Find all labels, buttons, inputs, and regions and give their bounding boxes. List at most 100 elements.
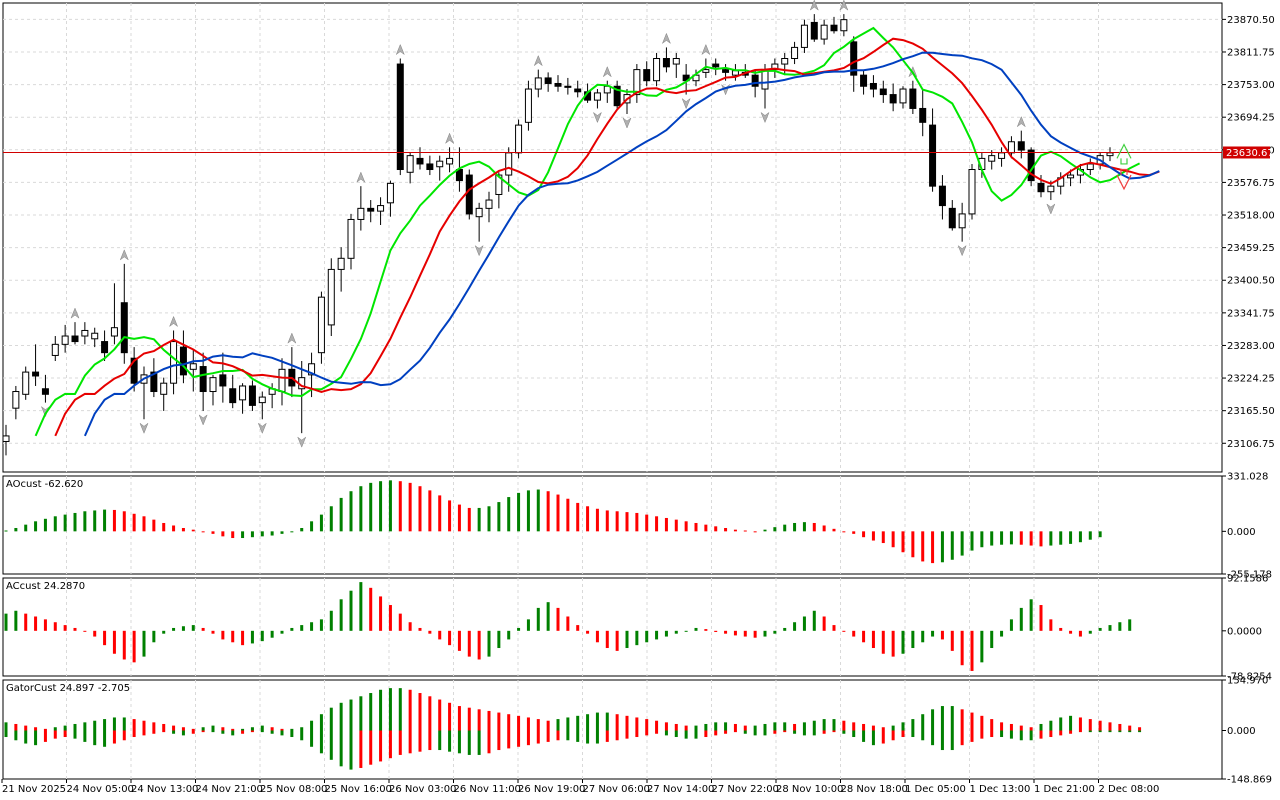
candle	[948, 200, 956, 231]
gator-lower-bar-up	[260, 730, 264, 733]
price-tick-label: 23283.00	[1227, 341, 1275, 352]
fractal-up-marker	[533, 54, 543, 67]
histogram-bar-down	[901, 531, 905, 553]
gator-lower-bar-down	[605, 730, 609, 742]
histogram-bar-up	[191, 625, 195, 631]
gator-upper-bar-up	[940, 706, 944, 731]
candle-bull	[653, 58, 661, 82]
histogram-bar-down	[704, 524, 708, 532]
gator-lower-bar-up	[1009, 730, 1013, 739]
gator-upper-bar-up	[763, 723, 767, 731]
candle	[396, 58, 404, 176]
histogram-bar-up	[684, 630, 688, 632]
gator-upper-bar-up	[576, 715, 580, 731]
gator-lower-bar-up	[93, 730, 97, 746]
candle	[820, 19, 828, 45]
gator-upper-bar-down	[132, 719, 136, 731]
histogram-bar-up	[329, 506, 333, 532]
candle	[899, 86, 907, 109]
histogram-bar-down	[753, 630, 757, 638]
candle-bear	[1017, 141, 1025, 151]
time-label: 26 Nov 03:00	[389, 784, 456, 795]
candle-bear	[722, 69, 730, 73]
gator-upper-bar-up	[714, 722, 718, 731]
histogram-bar-up	[497, 502, 501, 532]
candle	[475, 202, 483, 242]
histogram-bar-down	[714, 526, 718, 532]
candle	[465, 169, 473, 220]
candle	[909, 80, 917, 115]
gator-lower-bar-down	[112, 730, 116, 744]
gator-lower-bar-down	[398, 730, 402, 755]
candle-bull	[781, 58, 789, 65]
gator-upper-bar-down	[438, 699, 442, 731]
gator-lower-bar-up	[763, 730, 767, 736]
histogram-bar-down	[181, 527, 185, 532]
gator-upper-bar-down	[1000, 722, 1004, 731]
gator-upper-bar-up	[339, 702, 343, 731]
histogram-bar-down	[566, 616, 570, 631]
histogram-bar-down	[724, 527, 728, 532]
histogram-bar-down	[448, 630, 452, 646]
ao-panel[interactable]: AOcust -62.620	[4, 479, 1102, 564]
histogram-bar-down	[467, 630, 471, 657]
gator-upper-bar-down	[487, 710, 491, 731]
price-panel[interactable]	[2, 0, 1222, 456]
candle-bear	[860, 74, 868, 87]
gator-upper-bar-up	[359, 696, 363, 731]
current-price-tag	[1223, 146, 1270, 159]
candle	[101, 330, 109, 361]
histogram-bar-down	[221, 531, 225, 537]
gator-upper-bar-up	[694, 725, 698, 731]
fractal-down-marker	[198, 414, 208, 426]
gator-upper-bar-down	[517, 715, 521, 731]
candle	[337, 247, 345, 292]
gator-upper-bar-down	[428, 696, 432, 731]
fractal-up-marker	[287, 332, 297, 344]
alligator-jaw-line	[83, 51, 1160, 437]
candle	[869, 75, 877, 98]
candle-bear	[367, 207, 375, 212]
candle-bull	[189, 363, 197, 370]
gator-lower-bar-down	[556, 730, 560, 741]
candle	[702, 58, 710, 78]
candle-bear	[229, 388, 237, 404]
candle-bull	[968, 169, 976, 215]
gator-lower-bar-up	[467, 730, 471, 755]
gator-lower-bar-up	[349, 730, 353, 770]
gator-lower-bar-down	[655, 730, 659, 734]
time-label: 2 Dec 08:00	[1099, 784, 1160, 795]
gator-upper-bar-up	[950, 706, 954, 731]
histogram-bar-down	[1019, 531, 1023, 545]
histogram-bar-up	[536, 607, 540, 631]
candle-bull	[475, 207, 483, 218]
histogram-bar-up	[359, 582, 363, 631]
candle-bull	[308, 363, 316, 376]
candle	[810, 14, 818, 42]
histogram-bar-up	[526, 619, 530, 631]
gator-lower-bar-down	[704, 730, 708, 738]
candle-bear	[554, 82, 562, 87]
histogram-bar-down	[418, 627, 422, 631]
gator-upper-bar-down	[655, 720, 659, 731]
gator-panel[interactable]: GatorCust 24.897 -2.705	[4, 683, 1142, 770]
gator-lower-bar-up	[24, 730, 28, 744]
gator-upper-bar-down	[733, 723, 737, 731]
gator-upper-bar-down	[507, 714, 511, 731]
candle	[150, 358, 158, 398]
ac-panel[interactable]: ACcust 24.2870	[4, 581, 1132, 671]
candle-bull	[495, 174, 503, 195]
fractal-up-marker	[701, 43, 711, 56]
candle	[81, 322, 89, 345]
gator-lower-bar-down	[714, 730, 718, 736]
histogram-bar-down	[950, 630, 954, 651]
candle-bull	[1047, 185, 1055, 193]
candle-bear	[564, 85, 572, 88]
candle	[938, 175, 946, 220]
gator-lower-bar-up	[674, 730, 678, 738]
histogram-bar-up	[319, 514, 323, 532]
histogram-bar-up	[73, 512, 77, 532]
histogram-bar-down	[940, 630, 944, 640]
gator-upper-bar-down	[881, 727, 885, 731]
